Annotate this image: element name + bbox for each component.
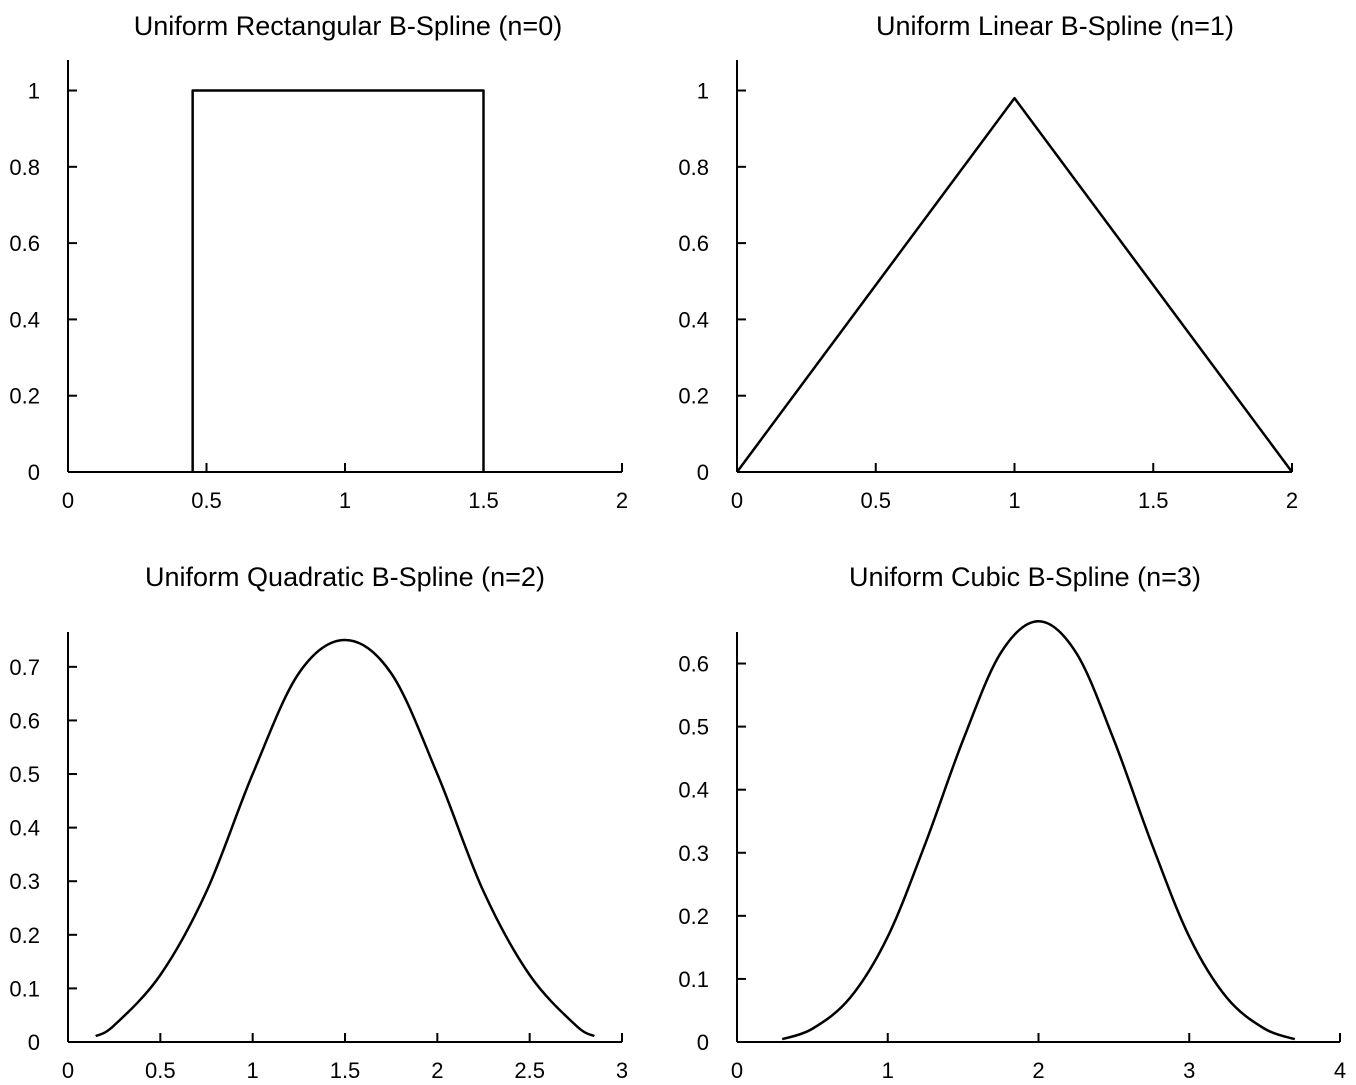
y-tick-label: 1 (697, 79, 709, 104)
y-tick-label: 0.7 (9, 655, 40, 680)
x-tick-label: 3 (616, 1058, 628, 1083)
y-tick-label: 0.6 (9, 231, 40, 256)
x-tick-label: 0 (731, 1058, 743, 1083)
y-tick-label: 0.2 (678, 904, 709, 929)
x-tick-label: 1 (882, 1058, 894, 1083)
x-tick-label: 4 (1334, 1058, 1346, 1083)
x-tick-label: 0.5 (145, 1058, 176, 1083)
x-tick-label: 3 (1183, 1058, 1195, 1083)
y-tick-label: 0 (697, 460, 709, 485)
y-tick-label: 0.5 (9, 762, 40, 787)
x-tick-label: 2 (1286, 488, 1298, 513)
x-tick-label: 1 (247, 1058, 259, 1083)
y-tick-label: 0.2 (9, 384, 40, 409)
chart-title: Uniform Cubic B-Spline (n=3) (849, 562, 1201, 592)
x-tick-label: 0 (731, 488, 743, 513)
y-tick-label: 0.5 (678, 715, 709, 740)
y-tick-label: 0 (28, 1030, 40, 1055)
x-tick-label: 0 (62, 1058, 74, 1083)
series-line-0 (191, 89, 485, 472)
series-line-0 (781, 620, 1296, 1041)
x-tick-label: 1.5 (1138, 488, 1169, 513)
x-tick-label: 0.5 (191, 488, 222, 513)
y-tick-label: 0.4 (678, 778, 709, 803)
y-tick-label: 1 (28, 79, 40, 104)
y-tick-label: 0.6 (678, 231, 709, 256)
y-tick-label: 0.1 (678, 967, 709, 992)
x-tick-label: 2 (1032, 1058, 1044, 1083)
y-tick-label: 0.2 (678, 384, 709, 409)
y-tick-label: 0.3 (9, 869, 40, 894)
x-tick-label: 2 (616, 488, 628, 513)
x-tick-label: 0.5 (860, 488, 891, 513)
chart-panel-3: Uniform Cubic B-Spline (n=3) 0 1 2 3 4 0 0.1 0.2… (678, 562, 1346, 1083)
x-tick-label: 2.5 (514, 1058, 545, 1083)
y-tick-label: 0 (697, 1030, 709, 1055)
chart-panel-1: Uniform Linear B-Spline (n=1) 0 0.5 1 1.5 2 0 0… (678, 11, 1298, 513)
chart-title: Uniform Linear B-Spline (n=1) (876, 11, 1234, 41)
x-tick-label: 1 (339, 488, 351, 513)
y-tick-label: 0.3 (678, 841, 709, 866)
y-tick-label: 0.8 (9, 155, 40, 180)
x-tick-label: 2 (431, 1058, 443, 1083)
chart-panel-2: Uniform Quadratic B-Spline (n=2) 0 0.5 1 1.5… (9, 562, 628, 1083)
chart-title: Uniform Quadratic B-Spline (n=2) (145, 562, 545, 592)
y-tick-label: 0 (28, 460, 40, 485)
y-tick-label: 0.6 (678, 652, 709, 677)
series-line-0 (95, 638, 595, 1038)
y-tick-label: 0.1 (9, 976, 40, 1001)
y-tick-label: 0.6 (9, 708, 40, 733)
y-tick-label: 0.4 (9, 307, 40, 332)
series-line-0 (735, 96, 1294, 473)
y-tick-label: 0.2 (9, 923, 40, 948)
y-tick-label: 0.4 (678, 307, 709, 332)
chart-panel-0: Uniform Rectangular B-Spline (n=0) 0 0.5 1 1… (9, 11, 628, 513)
x-tick-label: 1.5 (468, 488, 499, 513)
chart-title: Uniform Rectangular B-Spline (n=0) (134, 11, 562, 41)
x-tick-label: 1 (1008, 488, 1020, 513)
x-tick-label: 0 (62, 488, 74, 513)
y-tick-label: 0.4 (9, 816, 40, 841)
y-tick-label: 0.8 (678, 155, 709, 180)
x-tick-label: 1.5 (330, 1058, 361, 1083)
